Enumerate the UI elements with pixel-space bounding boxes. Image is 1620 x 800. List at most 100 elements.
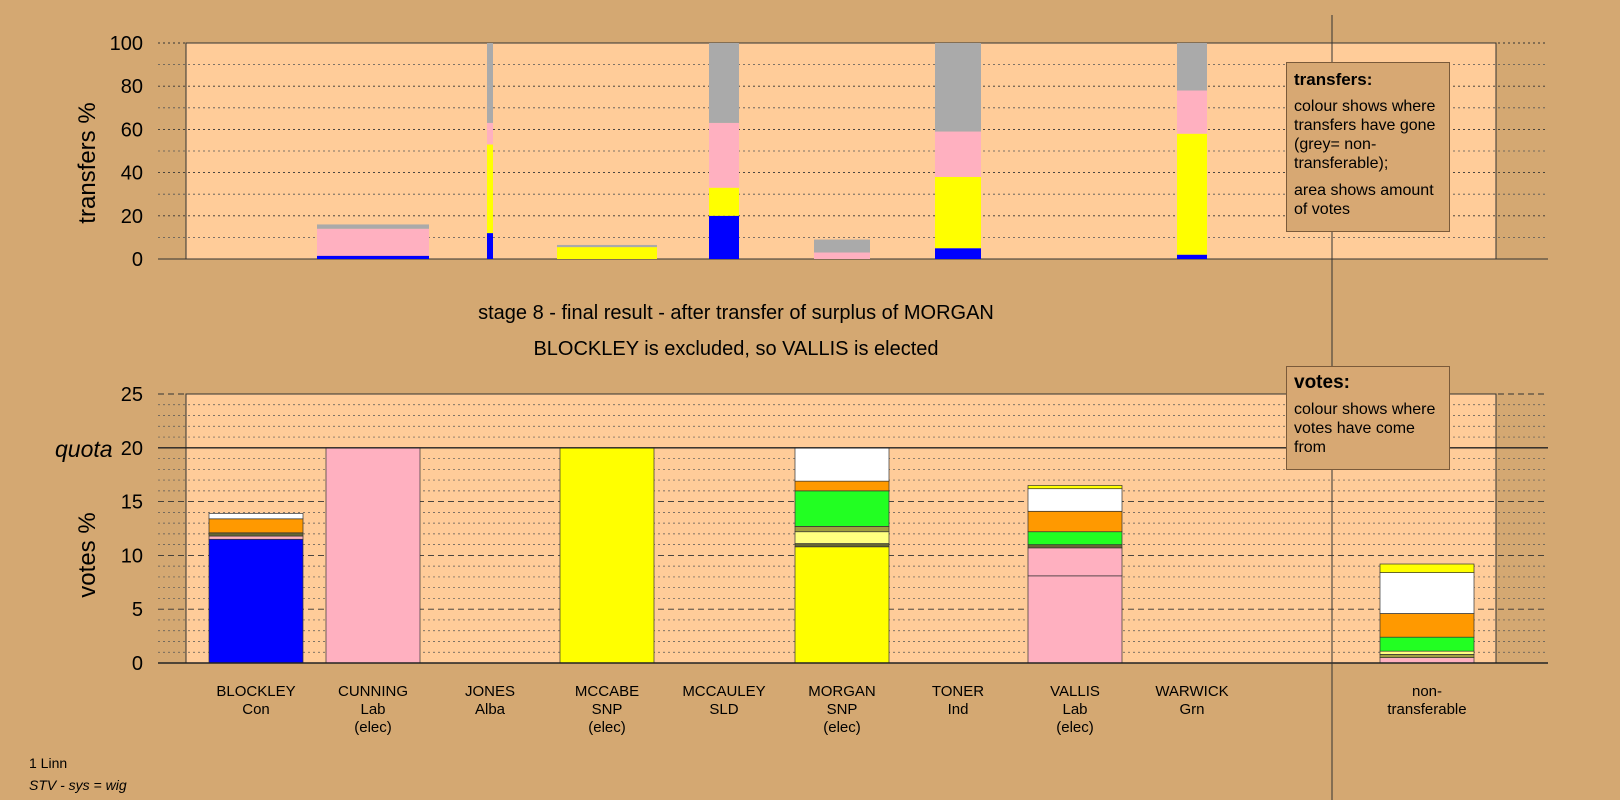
result-subtitle: BLOCKLEY is excluded, so VALLIS is elect…: [533, 338, 938, 360]
vote-segment: [1379, 650, 1475, 655]
votes-tick-label: 15: [121, 492, 143, 514]
transfer-segment: [487, 144, 493, 234]
vote-segment: [1379, 613, 1475, 638]
vote-segment: [1027, 547, 1123, 577]
candidate-label: Lab: [1062, 701, 1087, 718]
vote-segment: [794, 543, 890, 548]
transfers-legend-colour-text: colour shows where transfers have gone (…: [1294, 98, 1436, 172]
vote-segment: [325, 447, 421, 664]
transfer-segment: [709, 43, 739, 123]
vote-segment: [1027, 531, 1123, 545]
transfer-segment: [709, 187, 739, 216]
transfer-segment: [935, 131, 981, 177]
candidate-label: JONES: [465, 683, 515, 700]
vote-segment: [1027, 510, 1123, 533]
transfers-tick-label: 0: [132, 249, 143, 271]
vote-segment: [1379, 572, 1475, 614]
transfer-segment: [317, 228, 429, 256]
candidate-label: SNP: [827, 701, 858, 718]
transfer-segment: [1177, 90, 1207, 134]
candidate-label: CUNNING: [338, 683, 408, 700]
vote-segment: [208, 532, 304, 537]
votes-legend: votes: colour shows where votes have com…: [1286, 366, 1450, 470]
candidate-label: MCCABE: [575, 683, 639, 700]
votes-tick-label: 10: [121, 545, 143, 567]
votes-axis-label: votes %: [74, 512, 101, 597]
transfer-segment: [557, 244, 657, 248]
candidate-label: VALLIS: [1050, 683, 1100, 700]
transfers-tick-label: 20: [121, 206, 143, 228]
transfers-bars: [317, 43, 1207, 259]
transfer-segment: [709, 122, 739, 188]
transfer-segment: [935, 248, 981, 259]
votes-tick-label: 25: [121, 384, 143, 406]
nontransferable-label: transferable: [1387, 701, 1466, 718]
transfers-legend-title: transfers:: [1294, 70, 1373, 89]
votes-bars: [208, 447, 1475, 664]
vote-segment: [794, 447, 890, 482]
transfer-segment: [709, 215, 739, 259]
transfers-tick-label: 40: [121, 163, 143, 185]
vote-segment: [1379, 636, 1475, 652]
constituency-name: 1 Linn: [29, 755, 68, 771]
vote-segment: [559, 447, 655, 664]
candidate-label: Alba: [475, 701, 506, 718]
nontransferable-label: non-: [1412, 683, 1442, 700]
transfer-segment: [487, 122, 493, 145]
transfer-segment: [557, 247, 657, 259]
vote-segment: [208, 535, 304, 540]
transfers-tick-label: 100: [110, 33, 143, 55]
vote-segment: [794, 490, 890, 527]
transfer-segment: [1177, 254, 1207, 259]
transfer-segment: [1177, 133, 1207, 255]
candidate-label: (elec): [588, 719, 626, 736]
votes-tick-label: 0: [132, 653, 143, 675]
transfers-axis-label: transfers %: [74, 102, 101, 223]
transfer-segment: [935, 43, 981, 132]
votes-tick-label: 20: [121, 438, 143, 460]
transfers-tick-label: 80: [121, 76, 143, 98]
votes-legend-colour-text: colour shows where votes have come from: [1294, 401, 1436, 456]
candidate-label: (elec): [823, 719, 861, 736]
candidate-label: Grn: [1179, 701, 1204, 718]
candidate-label: MORGAN: [808, 683, 876, 700]
vote-segment: [1027, 575, 1123, 664]
transfers-gridlines: [158, 42, 1548, 260]
vote-segment: [794, 525, 890, 533]
vote-segment: [1027, 488, 1123, 512]
vote-segment: [1379, 654, 1475, 658]
transfers-legend-area-text: area shows amount of votes: [1294, 182, 1434, 218]
transfer-segment: [487, 233, 493, 259]
transfer-segment: [814, 252, 870, 259]
stage-title: stage 8 - final result - after transfer …: [478, 302, 994, 324]
candidate-label: MCCAULEY: [682, 683, 765, 700]
candidate-label: (elec): [1056, 719, 1094, 736]
vote-segment: [794, 546, 890, 664]
transfers-margin: [1496, 43, 1548, 259]
transfers-legend: transfers: colour shows where transfers …: [1286, 62, 1450, 232]
transfer-segment: [1177, 43, 1207, 91]
transfer-segment: [317, 255, 429, 259]
candidate-label: Con: [242, 701, 270, 718]
vote-segment: [1027, 485, 1123, 490]
votes-tick-label: 5: [132, 599, 143, 621]
vote-segment: [1027, 544, 1123, 549]
candidate-label: WARWICK: [1155, 683, 1228, 700]
transfer-segment: [487, 43, 493, 123]
transfer-segment: [317, 224, 429, 229]
candidate-label: SNP: [592, 701, 623, 718]
transfer-segment: [935, 176, 981, 249]
vote-segment: [208, 538, 304, 664]
vote-segment: [1379, 563, 1475, 573]
transfer-segment: [814, 239, 870, 253]
transfers-tick-label: 60: [121, 119, 143, 141]
candidate-label: (elec): [354, 719, 392, 736]
vote-segment: [794, 480, 890, 492]
vote-segment: [208, 513, 304, 520]
votes-legend-title: votes:: [1294, 372, 1350, 393]
vote-segment: [794, 531, 890, 544]
footer: 1 Linn STV - sys = wig: [29, 752, 127, 796]
quota-label: quota: [55, 436, 113, 462]
